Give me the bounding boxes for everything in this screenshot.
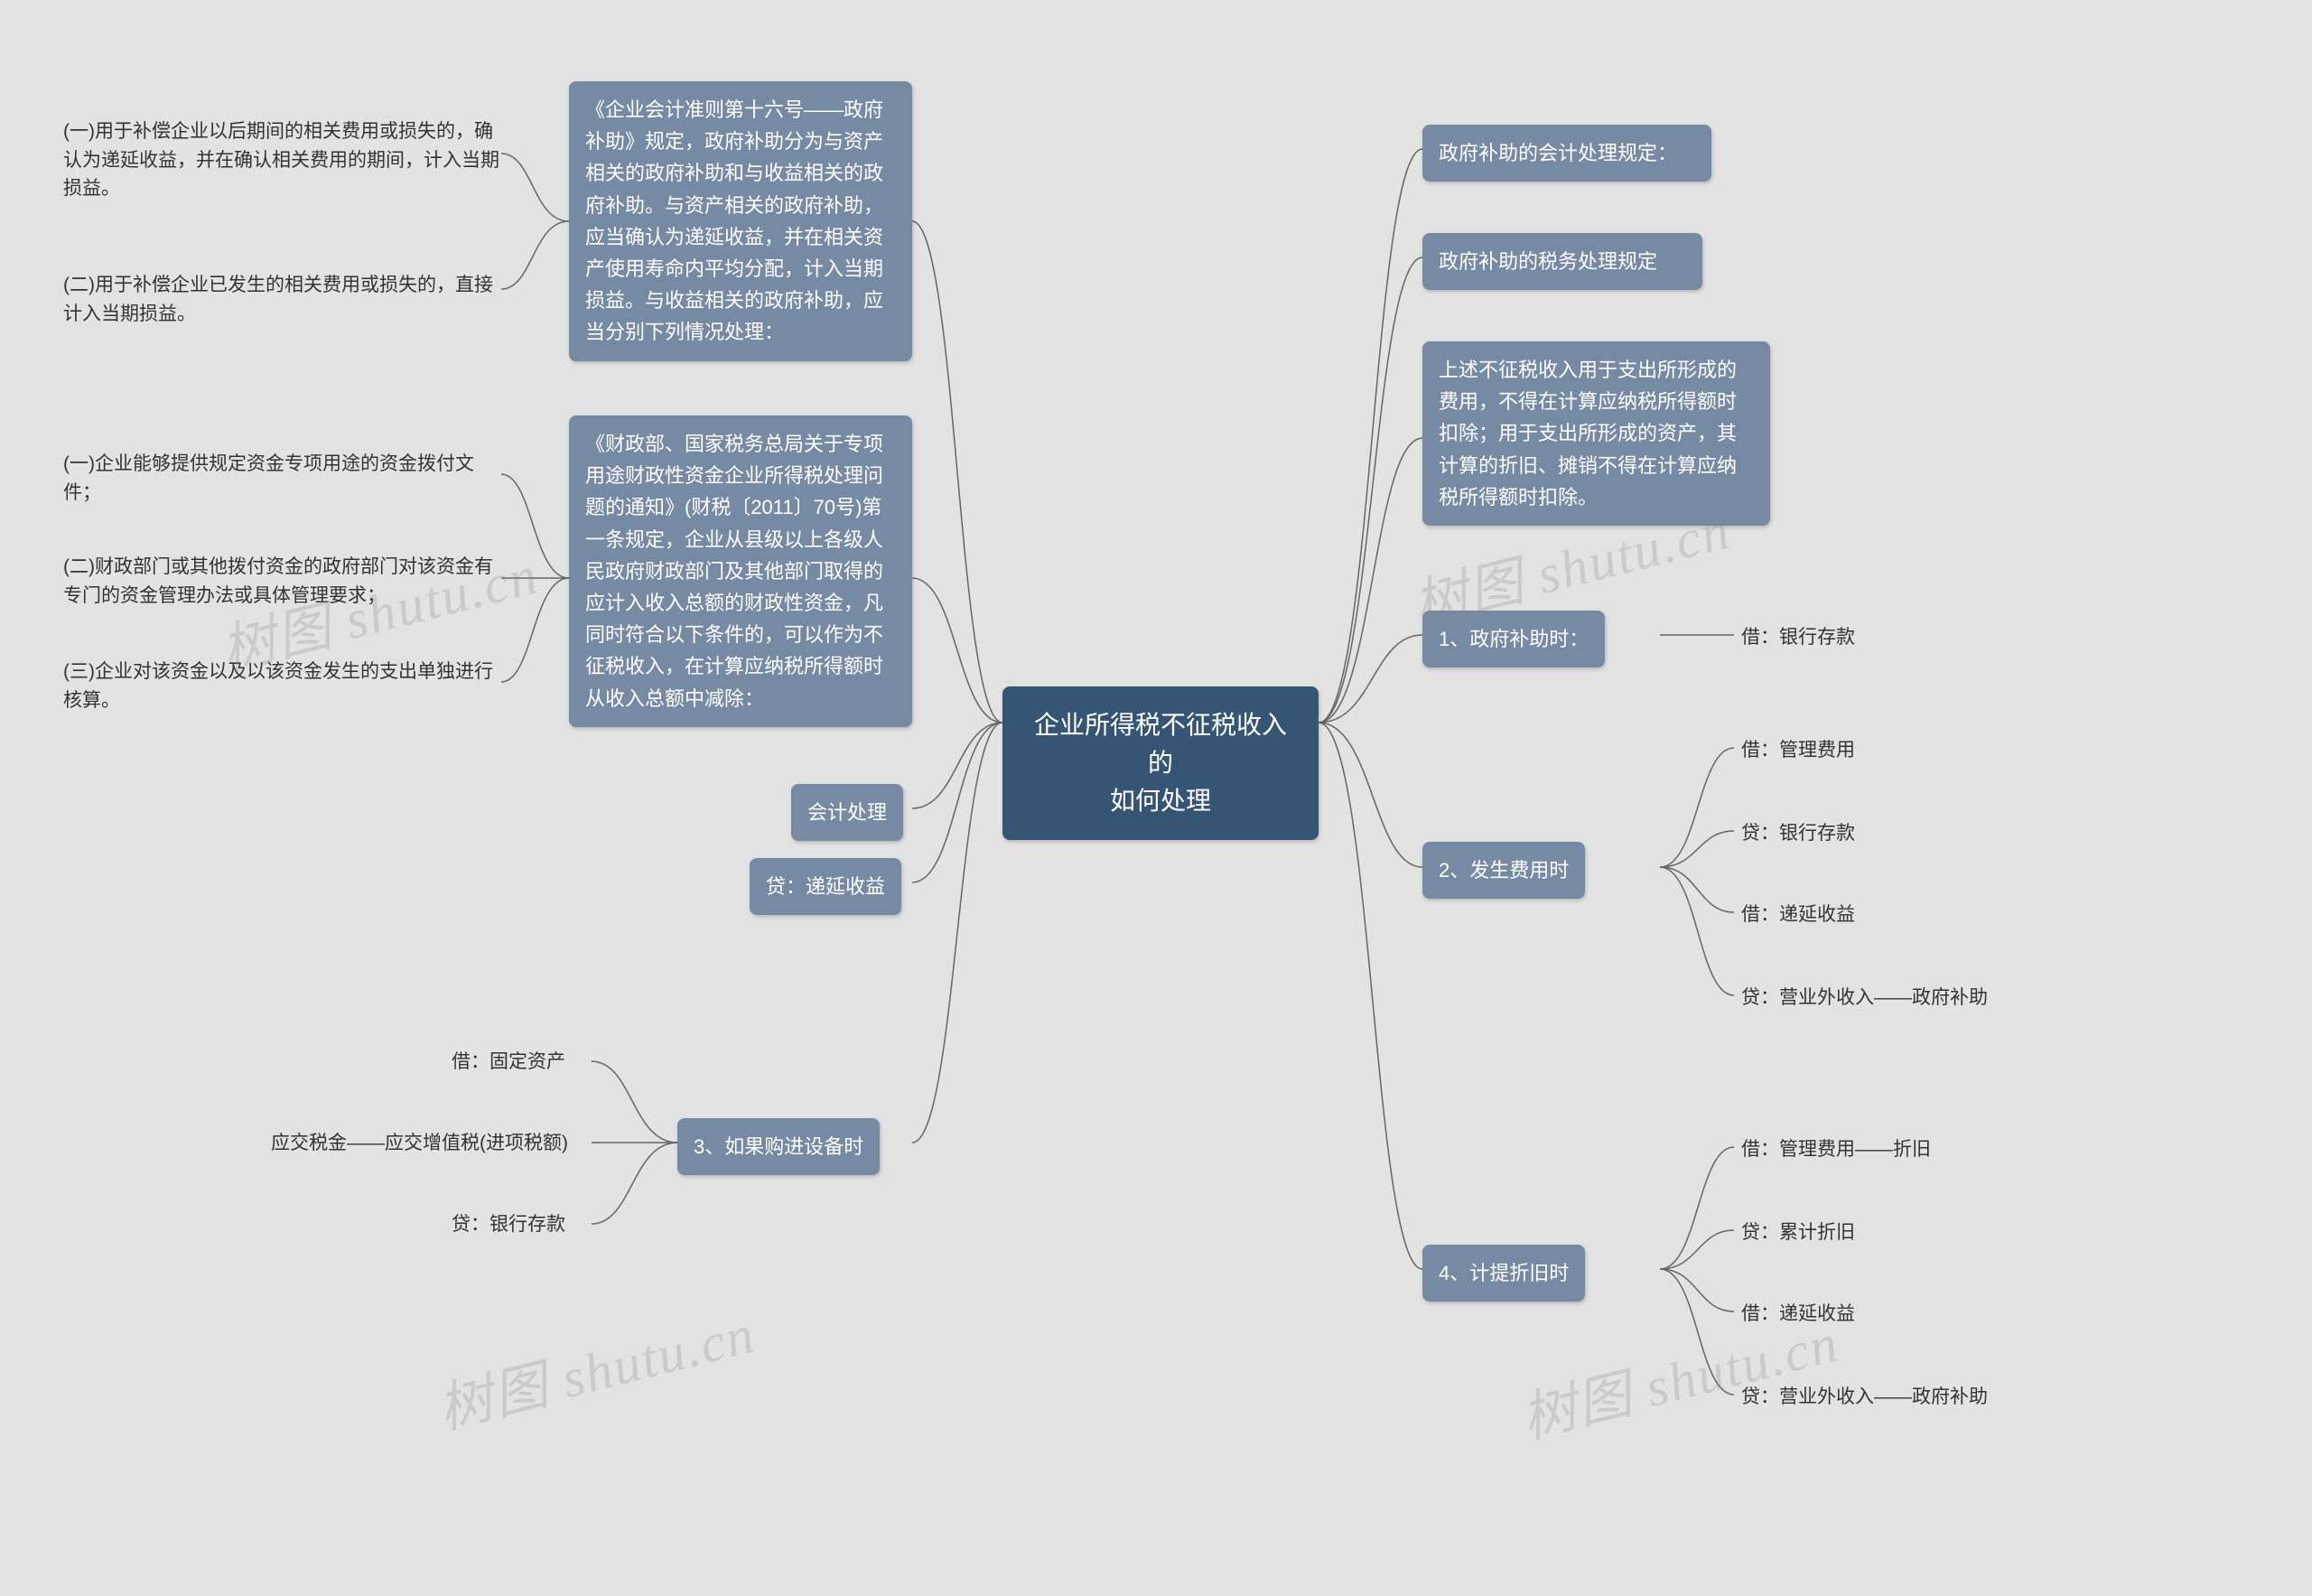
node-r6[interactable]: 4、计提折旧时	[1422, 1245, 1585, 1302]
node-r4[interactable]: 1、政府补助时：	[1422, 611, 1605, 667]
leaf-l5-1: 应交税金——应交增值税(进项税额)	[271, 1129, 568, 1158]
leaf-r5-3: 贷：营业外收入——政府补助	[1741, 984, 1988, 1013]
leaf-r5-2: 借：递延收益	[1741, 901, 1855, 929]
leaf-l2-0: (一)企业能够提供规定资金专项用途的资金拨付文件；	[63, 450, 501, 507]
node-l1[interactable]: 《企业会计准则第十六号——政府补助》规定，政府补助分为与资产相关的政府补助和与收…	[569, 81, 912, 361]
leaf-r6-2: 借：递延收益	[1741, 1300, 1855, 1329]
node-r3[interactable]: 上述不征税收入用于支出所形成的费用，不得在计算应纳税所得额时扣除；用于支出所形成…	[1422, 341, 1770, 526]
leaf-l1-1: (二)用于补偿企业已发生的相关费用或损失的，直接计入当期损益。	[63, 271, 501, 328]
center-node[interactable]: 企业所得税不征税收入的 如何处理	[1002, 686, 1319, 840]
node-l4[interactable]: 贷：递延收益	[750, 858, 901, 915]
node-l2[interactable]: 《财政部、国家税务总局关于专项用途财政性资金企业所得税处理问题的通知》(财税〔2…	[569, 415, 912, 727]
leaf-r4-0: 借：银行存款	[1741, 623, 1855, 652]
node-r2[interactable]: 政府补助的税务处理规定	[1422, 233, 1702, 290]
center-line1: 企业所得税不征税收入的	[1034, 711, 1287, 777]
leaf-r6-3: 贷：营业外收入——政府补助	[1741, 1383, 1988, 1412]
leaf-l1-0: (一)用于补偿企业以后期间的相关费用或损失的，确认为递延收益，并在确认相关费用的…	[63, 117, 501, 203]
leaf-l2-1: (二)财政部门或其他拨付资金的政府部门对该资金有专门的资金管理办法或具体管理要求…	[63, 553, 501, 610]
node-l3[interactable]: 会计处理	[791, 784, 903, 841]
watermark: 树图 shutu.cn	[429, 1290, 762, 1444]
node-l5[interactable]: 3、如果购进设备时	[677, 1118, 880, 1175]
leaf-l5-0: 借：固定资产	[452, 1048, 565, 1077]
leaf-l5-2: 贷：银行存款	[452, 1210, 565, 1239]
leaf-r6-0: 借：管理费用——折旧	[1741, 1135, 1931, 1164]
node-r1[interactable]: 政府补助的会计处理规定：	[1422, 125, 1711, 182]
leaf-r6-1: 贷：累计折旧	[1741, 1218, 1855, 1247]
center-line2: 如何处理	[1110, 787, 1211, 815]
node-r5[interactable]: 2、发生费用时	[1422, 842, 1585, 899]
leaf-r5-0: 借：管理费用	[1741, 736, 1855, 765]
leaf-l2-2: (三)企业对该资金以及以该资金发生的支出单独进行核算。	[63, 658, 501, 714]
leaf-r5-1: 贷：银行存款	[1741, 819, 1855, 848]
